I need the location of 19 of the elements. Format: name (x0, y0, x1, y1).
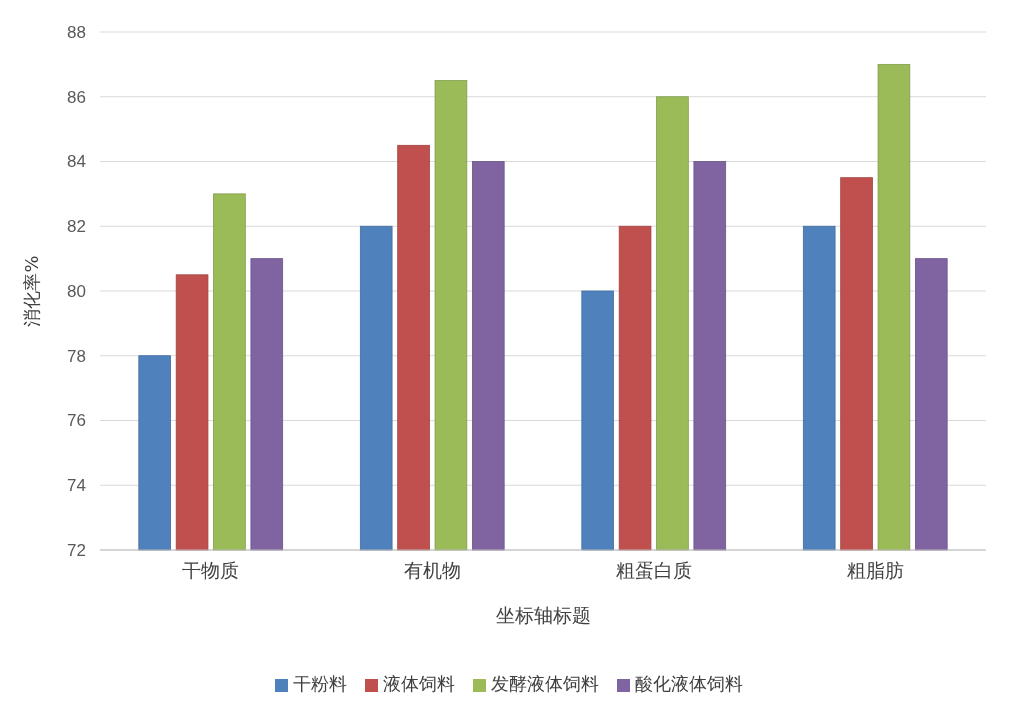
legend-label: 酸化液体饲料 (635, 673, 743, 694)
y-tick-label: 88 (67, 22, 86, 42)
x-tick-label: 粗脂肪 (846, 560, 904, 582)
y-tick-label: 78 (67, 346, 86, 366)
y-tick-label: 82 (67, 217, 86, 237)
y-tick-label: 80 (67, 281, 86, 301)
y-tick-label: 74 (67, 476, 86, 496)
y-tick-label: 86 (67, 87, 86, 107)
legend-label: 发酵液体饲料 (491, 673, 599, 694)
x-axis-title: 坐标轴标题 (495, 604, 591, 626)
y-tick-label: 76 (67, 411, 86, 431)
y-tick-label: 84 (67, 152, 86, 172)
y-tick-label: 72 (67, 540, 86, 560)
y-axis-title: 消化率% (21, 255, 42, 327)
legend-label: 液体饲料 (383, 673, 455, 694)
x-tick-label: 干物质 (182, 560, 240, 582)
x-tick-label: 粗蛋白质 (615, 560, 692, 582)
x-tick-label: 有机物 (403, 560, 461, 582)
legend-label: 干粉料 (293, 673, 347, 694)
